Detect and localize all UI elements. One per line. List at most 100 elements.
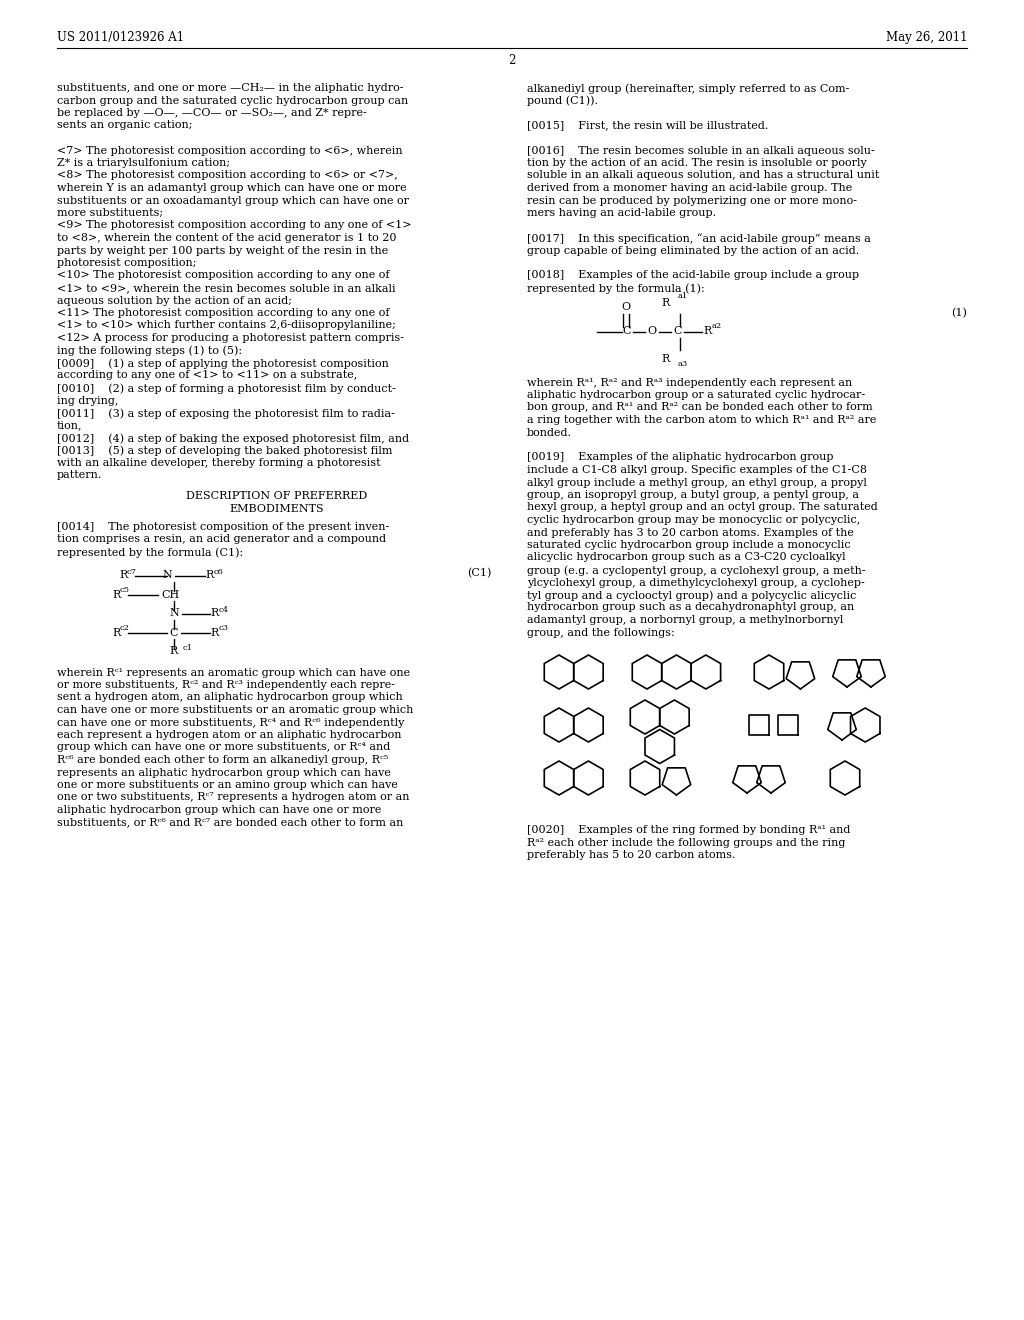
Text: alicyclic hydrocarbon group such as a C3-C20 cycloalkyl: alicyclic hydrocarbon group such as a C3…: [527, 553, 846, 562]
Text: O: O: [622, 302, 631, 313]
Text: tion,: tion,: [57, 421, 83, 430]
Text: and preferably has 3 to 20 carbon atoms. Examples of the: and preferably has 3 to 20 carbon atoms.…: [527, 528, 854, 537]
Text: according to any one of <1> to <11> on a substrate,: according to any one of <1> to <11> on a…: [57, 371, 357, 380]
Text: a1: a1: [678, 293, 688, 301]
Text: [0018]    Examples of the acid-labile group include a group: [0018] Examples of the acid-labile group…: [527, 271, 859, 281]
Text: [0015]    First, the resin will be illustrated.: [0015] First, the resin will be illustra…: [527, 120, 768, 131]
Text: c5: c5: [120, 586, 130, 594]
Text: Rᵃ² each other include the following groups and the ring: Rᵃ² each other include the following gro…: [527, 837, 846, 847]
Text: with an alkaline developer, thereby forming a photoresist: with an alkaline developer, thereby form…: [57, 458, 381, 469]
Text: CH: CH: [161, 590, 179, 599]
Text: substituents, or Rᶜ⁶ and Rᶜ⁷ are bonded each other to form an: substituents, or Rᶜ⁶ and Rᶜ⁷ are bonded …: [57, 817, 403, 828]
Text: a ring together with the carbon atom to which Rᵃ¹ and Rᵃ² are: a ring together with the carbon atom to …: [527, 414, 877, 425]
Text: one or two substituents, Rᶜ⁷ represents a hydrogen atom or an: one or two substituents, Rᶜ⁷ represents …: [57, 792, 410, 803]
Text: alkanediyl group (hereinafter, simply referred to as Com-: alkanediyl group (hereinafter, simply re…: [527, 83, 849, 94]
Text: [0009]    (1) a step of applying the photoresist composition: [0009] (1) a step of applying the photor…: [57, 358, 389, 368]
Text: EMBODIMENTS: EMBODIMENTS: [229, 503, 325, 513]
Text: May 26, 2011: May 26, 2011: [886, 32, 967, 45]
Text: c6: c6: [214, 568, 224, 576]
Text: R: R: [112, 590, 120, 599]
Text: R: R: [205, 570, 213, 581]
Text: N: N: [162, 570, 172, 581]
Text: [0012]    (4) a step of baking the exposed photoresist film, and: [0012] (4) a step of baking the exposed …: [57, 433, 410, 444]
Text: each represent a hydrogen atom or an aliphatic hydrocarbon: each represent a hydrogen atom or an ali…: [57, 730, 401, 741]
Text: can have one or more substituents, Rᶜ⁴ and Rᶜ⁶ independently: can have one or more substituents, Rᶜ⁴ a…: [57, 718, 404, 727]
Text: be replaced by —O—, —CO— or —SO₂—, and Z* repre-: be replaced by —O—, —CO— or —SO₂—, and Z…: [57, 108, 367, 117]
Text: c1: c1: [183, 644, 193, 652]
Text: C: C: [674, 326, 682, 337]
Text: US 2011/0123926 A1: US 2011/0123926 A1: [57, 32, 184, 45]
Text: hydrocarbon group such as a decahydronaphtyl group, an: hydrocarbon group such as a decahydronap…: [527, 602, 854, 612]
Text: [0019]    Examples of the aliphatic hydrocarbon group: [0019] Examples of the aliphatic hydroca…: [527, 453, 834, 462]
Text: soluble in an alkali aqueous solution, and has a structural unit: soluble in an alkali aqueous solution, a…: [527, 170, 880, 181]
Text: <7> The photoresist composition according to <6>, wherein: <7> The photoresist composition accordin…: [57, 145, 402, 156]
Text: represented by the formula (1):: represented by the formula (1):: [527, 282, 705, 293]
Text: R: R: [662, 355, 670, 364]
Text: C: C: [623, 326, 631, 337]
Text: cyclic hydrocarbon group may be monocyclic or polycyclic,: cyclic hydrocarbon group may be monocycl…: [527, 515, 860, 525]
Text: more substituents;: more substituents;: [57, 209, 163, 218]
Text: [0017]    In this specification, “an acid-labile group” means a: [0017] In this specification, “an acid-l…: [527, 234, 870, 244]
Text: R: R: [112, 627, 120, 638]
Text: hexyl group, a heptyl group and an octyl group. The saturated: hexyl group, a heptyl group and an octyl…: [527, 503, 878, 512]
Text: aqueous solution by the action of an acid;: aqueous solution by the action of an aci…: [57, 296, 292, 305]
Text: derived from a monomer having an acid-labile group. The: derived from a monomer having an acid-la…: [527, 183, 852, 193]
Text: tion comprises a resin, an acid generator and a compound: tion comprises a resin, an acid generato…: [57, 535, 386, 544]
Text: c7: c7: [127, 568, 137, 576]
Text: ing drying,: ing drying,: [57, 396, 119, 405]
Text: preferably has 5 to 20 carbon atoms.: preferably has 5 to 20 carbon atoms.: [527, 850, 735, 861]
Text: or more substituents, Rᶜ² and Rᶜ³ independently each repre-: or more substituents, Rᶜ² and Rᶜ³ indepe…: [57, 680, 395, 690]
Text: [0011]    (3) a step of exposing the photoresist film to radia-: [0011] (3) a step of exposing the photor…: [57, 408, 395, 418]
Text: group, and the followings:: group, and the followings:: [527, 627, 675, 638]
Text: include a C1-C8 alkyl group. Specific examples of the C1-C8: include a C1-C8 alkyl group. Specific ex…: [527, 465, 867, 475]
Text: (1): (1): [951, 308, 967, 318]
Text: R: R: [662, 298, 670, 309]
Text: wherein Rᵃ¹, Rᵃ² and Rᵃ³ independently each represent an: wherein Rᵃ¹, Rᵃ² and Rᵃ³ independently e…: [527, 378, 852, 388]
Text: group capable of being eliminated by the action of an acid.: group capable of being eliminated by the…: [527, 246, 859, 256]
Text: R: R: [210, 627, 218, 638]
Text: <11> The photoresist composition according to any one of: <11> The photoresist composition accordi…: [57, 308, 389, 318]
Text: tyl group and a cyclooctyl group) and a polycyclic alicyclic: tyl group and a cyclooctyl group) and a …: [527, 590, 856, 601]
Text: sent a hydrogen atom, an aliphatic hydrocarbon group which: sent a hydrogen atom, an aliphatic hydro…: [57, 693, 402, 702]
Text: R: R: [119, 570, 127, 581]
Text: bon group, and Rᵃ¹ and Rᵃ² can be bonded each other to form: bon group, and Rᵃ¹ and Rᵃ² can be bonded…: [527, 403, 872, 412]
Text: Rᶜ⁶ are bonded each other to form an alkanediyl group, Rᶜ⁵: Rᶜ⁶ are bonded each other to form an alk…: [57, 755, 388, 766]
Text: group which can have one or more substituents, or Rᶜ⁴ and: group which can have one or more substit…: [57, 742, 390, 752]
Text: [0010]    (2) a step of forming a photoresist film by conduct-: [0010] (2) a step of forming a photoresi…: [57, 383, 396, 393]
Text: [0014]    The photoresist composition of the present inven-: [0014] The photoresist composition of th…: [57, 521, 389, 532]
Text: alkyl group include a methyl group, an ethyl group, a propyl: alkyl group include a methyl group, an e…: [527, 478, 867, 487]
Text: mers having an acid-labile group.: mers having an acid-labile group.: [527, 209, 716, 218]
Text: R: R: [210, 609, 218, 619]
Text: parts by weight per 100 parts by weight of the resin in the: parts by weight per 100 parts by weight …: [57, 246, 388, 256]
Text: C: C: [170, 627, 178, 638]
Text: [0013]    (5) a step of developing the baked photoresist film: [0013] (5) a step of developing the bake…: [57, 446, 392, 457]
Text: carbon group and the saturated cyclic hydrocarbon group can: carbon group and the saturated cyclic hy…: [57, 95, 409, 106]
Text: substituents or an oxoadamantyl group which can have one or: substituents or an oxoadamantyl group wh…: [57, 195, 409, 206]
Text: group, an isopropyl group, a butyl group, a pentyl group, a: group, an isopropyl group, a butyl group…: [527, 490, 859, 500]
Text: can have one or more substituents or an aromatic group which: can have one or more substituents or an …: [57, 705, 414, 715]
Text: c2: c2: [120, 624, 130, 632]
Text: c4: c4: [219, 606, 229, 614]
Text: represented by the formula (C1):: represented by the formula (C1):: [57, 546, 244, 557]
Text: a3: a3: [678, 360, 688, 368]
Text: saturated cyclic hydrocarbon group include a monocyclic: saturated cyclic hydrocarbon group inclu…: [527, 540, 851, 550]
Text: adamantyl group, a norbornyl group, a methylnorbornyl: adamantyl group, a norbornyl group, a me…: [527, 615, 844, 624]
Text: resin can be produced by polymerizing one or more mono-: resin can be produced by polymerizing on…: [527, 195, 857, 206]
Text: <8> The photoresist composition according to <6> or <7>,: <8> The photoresist composition accordin…: [57, 170, 397, 181]
Text: ing the following steps (1) to (5):: ing the following steps (1) to (5):: [57, 346, 242, 356]
Text: <1> to <9>, wherein the resin becomes soluble in an alkali: <1> to <9>, wherein the resin becomes so…: [57, 282, 395, 293]
Text: <1> to <10> which further contains 2,6-diisopropylaniline;: <1> to <10> which further contains 2,6-d…: [57, 321, 396, 330]
Text: R: R: [703, 326, 712, 337]
Text: substituents, and one or more —CH₂— in the aliphatic hydro-: substituents, and one or more —CH₂— in t…: [57, 83, 403, 92]
Text: group (e.g. a cyclopentyl group, a cyclohexyl group, a meth-: group (e.g. a cyclopentyl group, a cyclo…: [527, 565, 865, 576]
Text: [0020]    Examples of the ring formed by bonding Rᵃ¹ and: [0020] Examples of the ring formed by bo…: [527, 825, 850, 836]
Text: 2: 2: [508, 54, 516, 66]
Text: c3: c3: [219, 624, 229, 632]
Text: to <8>, wherein the content of the acid generator is 1 to 20: to <8>, wherein the content of the acid …: [57, 234, 396, 243]
Text: sents an organic cation;: sents an organic cation;: [57, 120, 193, 131]
Text: ylcyclohexyl group, a dimethylcyclohexyl group, a cyclohep-: ylcyclohexyl group, a dimethylcyclohexyl…: [527, 578, 864, 587]
Text: wherein Y is an adamantyl group which can have one or more: wherein Y is an adamantyl group which ca…: [57, 183, 407, 193]
Text: N: N: [169, 609, 179, 619]
Text: DESCRIPTION OF PREFERRED: DESCRIPTION OF PREFERRED: [186, 491, 368, 502]
Text: one or more substituents or an amino group which can have: one or more substituents or an amino gro…: [57, 780, 398, 789]
